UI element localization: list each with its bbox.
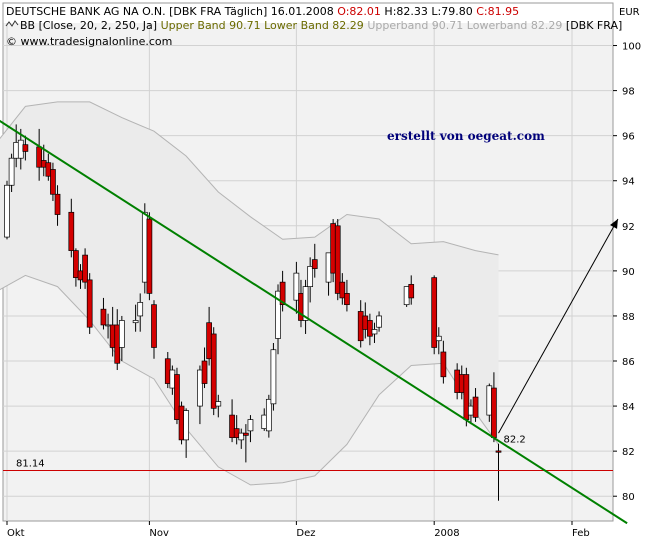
candle-down: [68, 211, 75, 251]
candle-down: [243, 432, 249, 436]
x-tick-label: Nov: [149, 528, 169, 539]
candle-down: [54, 193, 61, 215]
candle-down: [82, 254, 88, 283]
candlesticks: [4, 124, 502, 501]
y-tick-label: 98: [622, 87, 635, 98]
y-axis: 80 82 84 86 88 90 92 94 96 98 100: [613, 42, 641, 503]
candle-up: [265, 398, 272, 432]
candle-down: [229, 414, 235, 438]
candle-up: [215, 401, 222, 407]
candle-down: [146, 218, 153, 294]
candle-up: [183, 410, 189, 441]
support-label: 81.14: [16, 459, 45, 470]
bollinger-band-area: [0, 101, 499, 485]
candle-down: [210, 333, 217, 409]
candle-down: [472, 396, 479, 418]
candle-down: [174, 374, 180, 420]
candle-up: [435, 335, 442, 342]
candle-down: [279, 281, 286, 306]
candle-down: [73, 250, 79, 278]
candle-down: [311, 259, 318, 269]
candle-up: [4, 184, 10, 238]
y-tick-label: 96: [622, 132, 635, 143]
x-tick-label: Dez: [296, 528, 315, 539]
open-value: O:82.01: [337, 5, 381, 18]
y-tick-label: 86: [622, 357, 635, 368]
indicator-icon: [5, 20, 19, 27]
candle-down: [339, 281, 346, 299]
candle-up: [293, 272, 300, 301]
candle-down: [367, 320, 373, 337]
trendline: [0, 119, 628, 525]
forecast-arrow-head: [610, 219, 618, 229]
header-line-2: BB [Close, 20, 2, 250, Ja] Upper Band 90…: [20, 19, 622, 32]
candle-down: [100, 308, 107, 326]
candle-down: [334, 225, 341, 294]
candle-down: [491, 387, 497, 438]
header-line-1: DEUTSCHE BANK AG NA O.N. [DBK FRA Täglic…: [6, 5, 519, 18]
bollinger-upper-band: [0, 101, 499, 256]
candle-up: [302, 286, 309, 321]
y-tick-label: 100: [622, 42, 641, 53]
candle-up: [270, 349, 277, 405]
copyright-text: © www.tradesignalonline.com: [6, 35, 172, 48]
candle-up: [307, 266, 314, 287]
candle-up: [275, 290, 281, 339]
band-values: Upper Band 90.71 Lower Band 82.29: [161, 19, 364, 32]
x-axis: Okt Nov Dez 2008 Feb: [6, 521, 590, 539]
candle-down: [151, 304, 157, 348]
symbol-tag: [DBK FRA]: [566, 19, 622, 32]
candle-down: [431, 277, 438, 348]
candle-down: [201, 360, 208, 384]
x-tick-label: Feb: [572, 528, 590, 539]
candle-up: [137, 302, 144, 317]
last-price-label: 82.2: [504, 435, 526, 446]
candle-up: [8, 157, 15, 186]
y-tick-label: 88: [622, 312, 635, 323]
candle-down: [344, 293, 350, 306]
forecast-arrow: [498, 218, 619, 434]
band-values-faded: Upperband 90.71 Lowerband 82.29: [367, 19, 562, 32]
candle-down: [495, 450, 502, 453]
candle-down: [408, 284, 415, 299]
candle-down: [50, 169, 56, 195]
candle-up: [371, 329, 378, 335]
y-tick-label: 90: [622, 267, 635, 278]
instrument-name: DEUTSCHE BANK AG NA O.N. [DBK FRA Täglic…: [6, 5, 334, 18]
bb-parameters: BB [Close, 20, 2, 250, Ja]: [20, 19, 157, 32]
watermark-text: erstellt von oegeat.com: [387, 129, 545, 143]
candle-up: [197, 369, 203, 407]
candle-up: [132, 320, 139, 324]
y-tick-label: 92: [622, 222, 635, 233]
y-tick-label: 80: [622, 492, 635, 503]
high-low-value: H:82.33 L:79.80: [384, 5, 472, 18]
currency-label: EUR: [619, 7, 640, 18]
close-value: C:81.95: [476, 5, 519, 18]
candle-down: [22, 144, 29, 152]
x-tick-label: 2008: [434, 528, 459, 539]
y-tick-label: 94: [622, 177, 635, 188]
bollinger-lower-band: [0, 274, 499, 486]
candle-down: [440, 351, 447, 378]
candle-down: [86, 279, 93, 328]
candle-up: [247, 419, 254, 432]
candle-up: [238, 432, 245, 441]
y-tick-label: 82: [622, 447, 635, 458]
y-tick-label: 84: [622, 402, 635, 413]
candle-up: [376, 315, 382, 328]
candle-up: [118, 320, 125, 348]
x-tick-label: Okt: [7, 528, 25, 539]
